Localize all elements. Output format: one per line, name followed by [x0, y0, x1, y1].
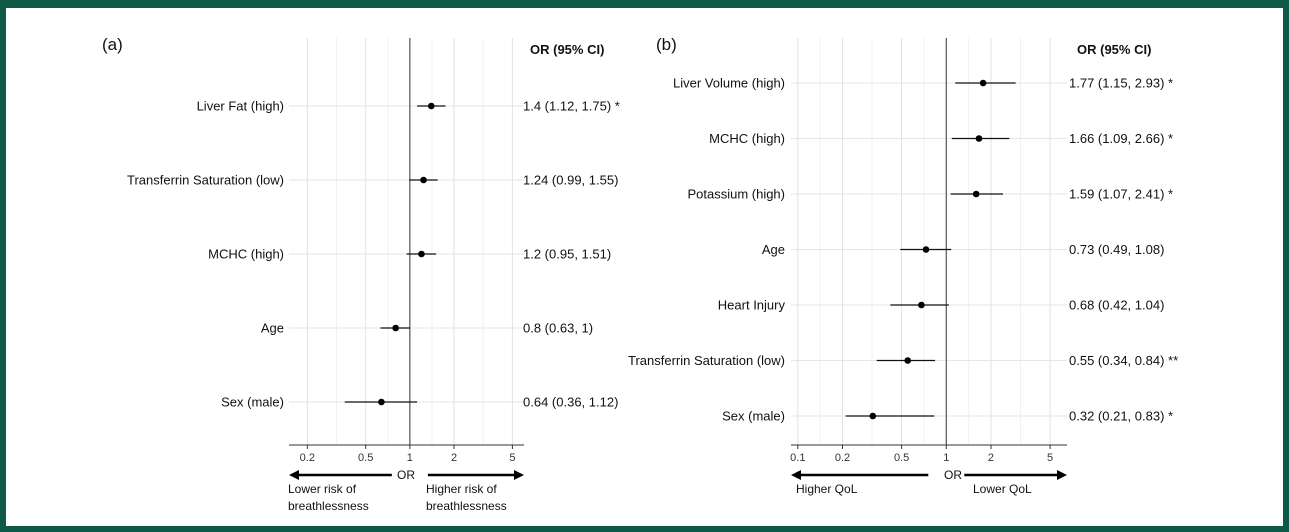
panel-b-x-tick-label: 0.1: [790, 452, 805, 464]
panel-a-direction-left-label: breathlessness: [288, 499, 369, 513]
panel-a-row-label: Transferrin Saturation (low): [127, 173, 284, 188]
panel-a-row-label: Sex (male): [221, 395, 284, 410]
panel-b-row-label: Sex (male): [722, 409, 785, 424]
panel-b-point-estimate: [972, 190, 980, 198]
panel-a-point-estimate: [427, 102, 435, 110]
panel-b-ci-header: OR (95% CI): [1077, 42, 1151, 57]
panel-b-row-label: Liver Volume (high): [673, 76, 785, 91]
panel-a-row-label: MCHC (high): [208, 247, 284, 262]
panel-b-x-axis-label: OR: [944, 468, 962, 482]
panel-b-point-estimate: [918, 301, 925, 309]
panel-a-label: (a): [102, 35, 123, 54]
panel-b-point-estimate: [979, 79, 987, 87]
panel-b-ci-value: 0.55 (0.34, 0.84) **: [1069, 353, 1178, 368]
panel-b-ci-value: 1.59 (1.07, 2.41) *: [1069, 187, 1173, 202]
panel-a-x-tick-label: 0.2: [300, 452, 315, 464]
panel-b-label: (b): [656, 35, 677, 54]
panel-a-ci-value: 1.2 (0.95, 1.51): [523, 247, 611, 262]
panel-b-direction-left-label: Higher QoL: [796, 482, 858, 496]
panel-b-ci-value: 0.68 (0.42, 1.04): [1069, 298, 1164, 313]
panel-a-ci-value: 0.64 (0.36, 1.12): [523, 395, 618, 410]
panel-a-row-label: Age: [261, 321, 284, 336]
panel-b-left-arrow-head: [791, 470, 801, 480]
panel-b-x-tick-label: 1: [943, 452, 949, 464]
panel-a-direction-left-label: Lower risk of: [288, 482, 357, 496]
panel-b-ci-value: 1.77 (1.15, 2.93) *: [1069, 76, 1173, 91]
panel-b-point-estimate: [904, 357, 912, 364]
panel-b-row-label: Transferrin Saturation (low): [628, 353, 785, 368]
panel-b-direction-right-label: Lower QoL: [973, 482, 1032, 496]
panel-b-row-label: Heart Injury: [718, 298, 786, 313]
panel-b-ci-value: 0.32 (0.21, 0.83) *: [1069, 409, 1173, 424]
panel-b-right-arrow-head: [1057, 470, 1067, 480]
panel-a-direction-right-label: Higher risk of: [426, 482, 497, 496]
panel-b-row-label: MCHC (high): [709, 131, 785, 146]
panel-a-ci-value: 0.8 (0.63, 1): [523, 321, 593, 336]
panel-a-ci-value: 1.4 (1.12, 1.75) *: [523, 99, 620, 114]
panel-a-point-estimate: [420, 176, 427, 184]
panel-b-x-tick-label: 2: [988, 452, 994, 464]
panel-b-x-tick-label: 0.5: [894, 452, 909, 464]
panel-a-x-tick-label: 1: [407, 452, 413, 464]
panel-a-point-estimate: [418, 250, 425, 258]
panel-a-ci-value: 1.24 (0.99, 1.55): [523, 173, 618, 188]
forest-plot-figure: 0.2 0.5 1 2 5 (a) OR (95% CI) Liver Fat (high) 1…: [102, 35, 1178, 513]
panel-b-x-tick-label: 5: [1047, 452, 1053, 464]
panel-b-point-estimate: [975, 135, 983, 142]
panel-a-left-arrow-head: [289, 470, 299, 480]
panel-b-ci-value: 0.73 (0.49, 1.08): [1069, 242, 1164, 257]
panel-a-x-tick-label: 0.5: [358, 452, 373, 464]
panel-b-point-estimate: [922, 246, 930, 253]
panel-a-point-estimate: [392, 324, 399, 332]
panel-a-direction-right-label: breathlessness: [426, 499, 507, 513]
panel-b-point-estimate: [869, 412, 877, 420]
panel-a-x-axis-label: OR: [397, 468, 415, 482]
panel-a-x-tick-label: 5: [509, 452, 515, 464]
panel-a-x-tick-label: 2: [451, 452, 457, 464]
panel-b-x-tick-label: 0.2: [835, 452, 850, 464]
panel-a-right-arrow-head: [514, 470, 524, 480]
panel-a-ci-header: OR (95% CI): [530, 42, 604, 57]
panel-b-row-label: Potassium (high): [687, 187, 785, 202]
panel-a-point-estimate: [378, 398, 385, 406]
panel-b-ci-value: 1.66 (1.09, 2.66) *: [1069, 131, 1173, 146]
panel-b-row-label: Age: [762, 242, 785, 257]
panel-a-row-label: Liver Fat (high): [197, 99, 284, 114]
